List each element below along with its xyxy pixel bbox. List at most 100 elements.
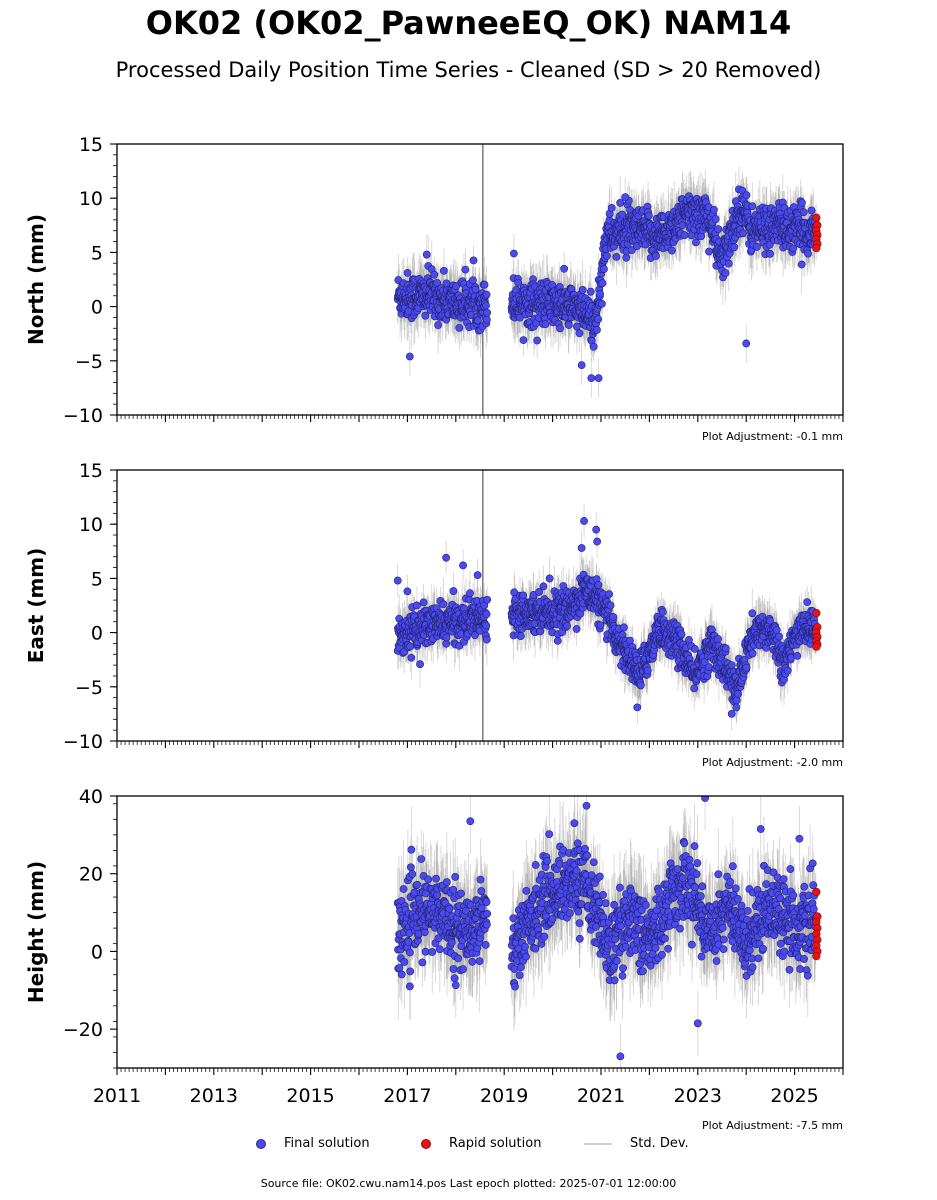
final-solution-point — [766, 249, 774, 258]
chart-title: OK02 (OK02_PawneeEQ_OK) NAM14 — [145, 4, 792, 42]
data-layer — [393, 144, 822, 415]
final-solution-point — [482, 301, 490, 310]
final-solution-point — [509, 249, 518, 258]
final-solution-point — [560, 264, 569, 273]
final-solution-point — [678, 221, 687, 230]
final-solution-point — [471, 285, 480, 294]
final-solution-point — [480, 280, 489, 289]
rapid-solution-point — [812, 243, 821, 253]
final-solution-point — [466, 589, 474, 598]
final-solution-point — [572, 625, 581, 633]
y-tick-label: 5 — [91, 242, 103, 264]
final-solution-point — [799, 208, 808, 217]
final-solution-point — [586, 287, 595, 296]
final-solution-point — [594, 581, 603, 589]
final-solution-point — [403, 269, 412, 277]
rapid-solution-points — [812, 213, 822, 253]
final-solution-point — [406, 642, 415, 651]
final-solution-point — [412, 601, 421, 610]
final-solution-point — [455, 323, 464, 332]
final-solution-point — [519, 591, 528, 600]
final-solution-point — [589, 342, 598, 351]
final-solution-point — [600, 265, 608, 273]
final-solution-point — [419, 598, 428, 607]
final-solution-point — [439, 600, 448, 609]
final-solution-point — [612, 253, 621, 261]
final-solution-point — [742, 339, 751, 348]
panel-1: −10 −5 0 5 10 15 North (mm) Plot Adjustment: -0… — [24, 134, 844, 443]
final-solution-point — [430, 270, 439, 279]
chart-subtitle: Processed Daily Position Time Series - C… — [115, 58, 822, 82]
plot-adjustment-note: Plot Adjustment: -0.1 mm — [702, 430, 843, 443]
final-solution-point — [598, 279, 607, 288]
final-solution-point — [483, 308, 492, 317]
final-solution-point — [519, 336, 528, 345]
final-solution-point — [596, 621, 605, 630]
final-solution-point — [434, 321, 442, 330]
final-solution-point — [680, 231, 689, 240]
y-tick-label: 0 — [91, 297, 103, 319]
y-tick-label: 10 — [79, 188, 103, 210]
final-solution-point — [618, 210, 627, 219]
final-solution-point — [482, 290, 491, 299]
time-series-plots: −10 −5 0 5 10 15 North (mm) Plot Adjustment: -0… — [24, 134, 844, 1130]
y-tick-label: 15 — [79, 134, 103, 156]
final-solution-point — [667, 246, 676, 255]
final-solution-point — [616, 199, 625, 207]
final-solution-point — [482, 635, 491, 644]
final-solution-point — [593, 326, 601, 334]
final-solution-point — [483, 595, 492, 604]
final-solution-point — [797, 260, 806, 269]
final-solution-point — [807, 206, 816, 215]
final-solution-points — [393, 517, 821, 718]
y-axis-label: North (mm) — [24, 214, 48, 345]
final-solution-point — [407, 653, 416, 662]
final-solution-point — [714, 225, 723, 234]
final-solution-point — [587, 374, 596, 383]
final-solution-point — [482, 315, 491, 324]
final-solution-point — [572, 322, 581, 331]
final-solution-point — [545, 574, 554, 583]
final-solution-point — [765, 240, 774, 249]
final-solution-point — [578, 286, 587, 294]
final-solution-point — [564, 321, 573, 329]
final-solution-point — [449, 587, 458, 595]
final-solution-point — [711, 215, 720, 223]
final-solution-point — [739, 229, 747, 238]
final-solution-point — [597, 299, 606, 308]
final-solution-point — [789, 244, 798, 253]
final-solution-point — [602, 251, 611, 260]
final-solution-point — [563, 621, 571, 630]
final-solution-point — [621, 193, 630, 202]
y-tick-label: −5 — [75, 351, 103, 373]
y-tick-label: −10 — [63, 405, 103, 427]
final-solution-point — [439, 267, 448, 275]
final-solution-point — [651, 252, 660, 260]
final-solution-point — [596, 290, 605, 298]
rapid-solution-point — [812, 213, 821, 222]
final-solution-point — [748, 202, 757, 211]
final-solution-point — [514, 278, 523, 287]
final-solution-point — [422, 250, 431, 259]
final-solution-point — [405, 352, 414, 361]
final-solution-point — [804, 249, 812, 258]
final-solution-point — [724, 259, 733, 268]
data-layer — [393, 470, 822, 741]
final-solution-point — [710, 205, 718, 214]
final-solution-point — [442, 633, 451, 642]
final-solution-point — [705, 247, 713, 256]
final-solution-point — [594, 374, 603, 383]
final-solution-point — [535, 588, 544, 596]
final-solution-point — [627, 246, 636, 255]
final-solution-point — [539, 582, 548, 591]
final-solution-point — [469, 256, 478, 265]
final-solution-point — [473, 316, 482, 325]
final-solution-point — [607, 204, 616, 212]
final-solution-point — [416, 660, 424, 669]
final-solution-point — [469, 276, 477, 285]
final-solution-point — [753, 242, 761, 251]
final-solution-point — [594, 315, 602, 324]
final-solution-point — [516, 632, 525, 640]
final-solution-point — [533, 336, 542, 345]
